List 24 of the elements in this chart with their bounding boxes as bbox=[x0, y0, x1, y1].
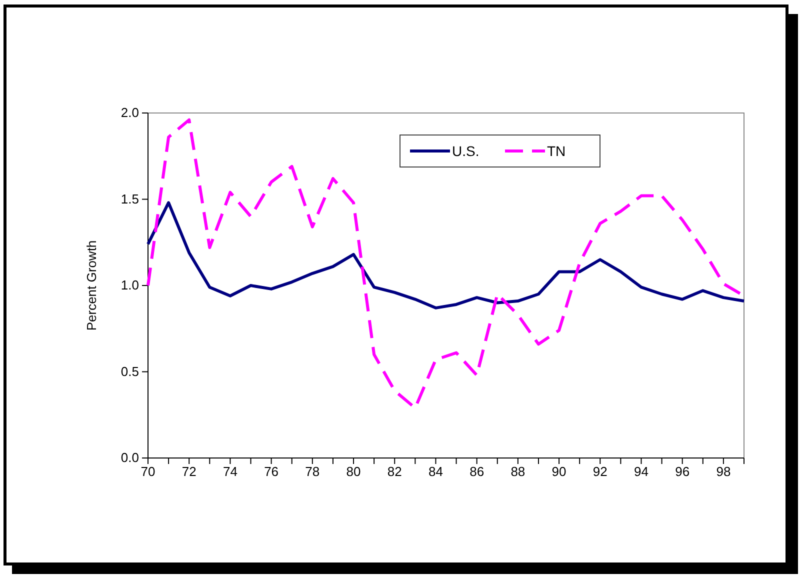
x-tick-label: 78 bbox=[305, 464, 320, 480]
y-tick-label: 0.5 bbox=[120, 364, 139, 379]
x-tick-label: 70 bbox=[140, 464, 156, 480]
y-tick-label: 1.0 bbox=[120, 278, 139, 293]
x-tick-label: 82 bbox=[387, 464, 402, 480]
y-axis-title: Percent Growth bbox=[84, 240, 99, 331]
legend-label: U.S. bbox=[452, 143, 480, 159]
legend-label: TN bbox=[547, 143, 566, 159]
x-tick-label: 72 bbox=[182, 464, 196, 480]
x-tick-label: 98 bbox=[716, 464, 731, 480]
x-tick-label: 90 bbox=[552, 464, 566, 480]
x-tick-label: 76 bbox=[264, 464, 279, 480]
x-tick-label: 74 bbox=[222, 464, 238, 480]
line-series bbox=[146, 201, 746, 310]
x-tick-label: 80 bbox=[346, 464, 361, 480]
x-tick-label: 94 bbox=[634, 464, 648, 480]
x-tick-label: 88 bbox=[510, 464, 526, 480]
y-tick-label: 2.0 bbox=[120, 105, 139, 120]
x-tick-label: 92 bbox=[592, 464, 608, 480]
x-tick-label: 96 bbox=[675, 464, 690, 480]
y-tick-label: 1.5 bbox=[120, 191, 139, 206]
y-tick-label: 0.0 bbox=[120, 450, 139, 466]
x-tick-label: 84 bbox=[428, 464, 443, 480]
x-tick-label: 86 bbox=[470, 464, 484, 480]
